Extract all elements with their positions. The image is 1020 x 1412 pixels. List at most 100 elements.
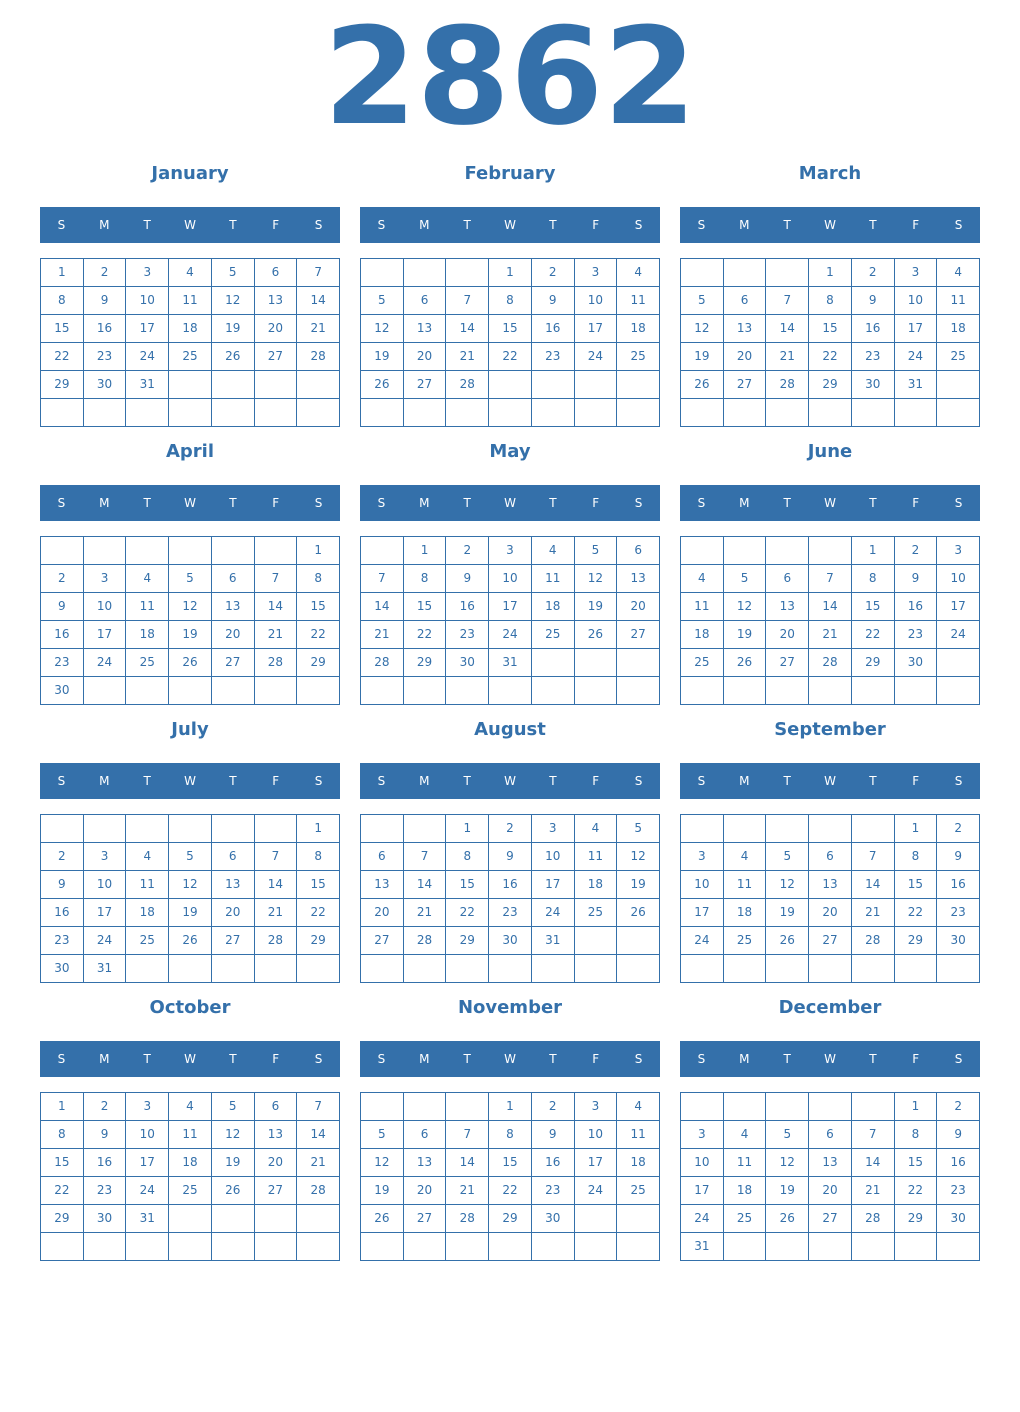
day-cell: 23: [41, 927, 84, 955]
day-cell: 17: [126, 1149, 170, 1177]
empty-cell: [681, 259, 724, 287]
empty-cell: [41, 399, 84, 427]
day-cell: 7: [766, 287, 810, 315]
day-cell: 12: [169, 871, 212, 899]
day-cell: 21: [809, 621, 852, 649]
day-cell: 7: [809, 565, 852, 593]
day-cell: 2: [531, 259, 575, 287]
day-cell: 23: [937, 899, 980, 927]
day-cell: 3: [83, 843, 127, 871]
day-cell: 4: [531, 537, 575, 565]
day-cell: 25: [681, 649, 724, 677]
day-cell: 11: [169, 287, 212, 315]
day-cell: 20: [211, 621, 255, 649]
day-cell: 18: [169, 315, 212, 343]
day-cell: 22: [894, 1177, 938, 1205]
weekday-label: S: [634, 1052, 643, 1066]
empty-cell: [126, 399, 170, 427]
day-cell: 24: [83, 649, 127, 677]
empty-cell: [361, 259, 404, 287]
weekday-label: F: [592, 496, 600, 510]
empty-cell: [211, 677, 255, 705]
empty-cell: [617, 955, 660, 983]
day-cell: 23: [851, 343, 895, 371]
day-cell: 16: [446, 593, 490, 621]
empty-cell: [297, 677, 340, 705]
day-cell: 27: [211, 649, 255, 677]
day-grid: 1 2 3 4 5 6 7 8 9 10 11 12 13 14 15 16 17 18 19 20 21 22 23 24 2…: [40, 258, 340, 427]
empty-cell: [403, 1233, 447, 1261]
day-cell: 12: [681, 315, 724, 343]
month-title: May: [489, 441, 531, 462]
day-cell: 4: [126, 565, 170, 593]
empty-cell: [361, 399, 404, 427]
day-grid: 1 2 3 4 5 6 7 8 9 10 11 12 13 14 15 16 17 18 19 20 21 22 23 24 2…: [40, 814, 340, 983]
weekday-label: T: [229, 496, 237, 510]
weekday-label: W: [184, 218, 196, 232]
weekday-label: F: [592, 1052, 600, 1066]
empty-cell: [574, 677, 618, 705]
day-cell: 28: [297, 1177, 340, 1205]
day-cell: 28: [851, 927, 895, 955]
day-cell: 27: [617, 621, 660, 649]
day-cell: 6: [723, 287, 767, 315]
day-cell: 23: [83, 1177, 127, 1205]
weekday-label: M: [99, 1052, 110, 1066]
day-cell: 11: [617, 1121, 660, 1149]
day-cell: 1: [489, 259, 532, 287]
day-cell: 5: [766, 843, 810, 871]
empty-cell: [809, 399, 852, 427]
day-cell: 16: [83, 1149, 127, 1177]
day-cell: 25: [723, 927, 767, 955]
empty-cell: [297, 371, 340, 399]
day-cell: 12: [361, 1149, 404, 1177]
empty-cell: [617, 927, 660, 955]
day-grid: 1 2 3 4 5 6 7 8 9 10 11 12 13 14 15 16 17 18 19 20 21 22 23 24 2…: [360, 1092, 660, 1261]
day-cell: 13: [809, 871, 852, 899]
empty-cell: [297, 1205, 340, 1233]
empty-cell: [809, 1233, 852, 1261]
day-cell: 26: [766, 927, 810, 955]
day-cell: 21: [254, 621, 298, 649]
empty-cell: [851, 1233, 895, 1261]
day-cell: 25: [126, 927, 170, 955]
weekday-label: T: [869, 496, 877, 510]
day-cell: 24: [489, 621, 532, 649]
empty-cell: [361, 537, 404, 565]
day-cell: 6: [403, 1121, 447, 1149]
day-cell: 11: [937, 287, 980, 315]
day-cell: 11: [126, 871, 170, 899]
day-cell: 8: [41, 1121, 84, 1149]
empty-cell: [574, 649, 618, 677]
month-title: September: [774, 719, 886, 740]
day-grid: 1 2 3 4 5 6 7 8 9 10 11 12 13 14 15 16 17 18 19 20 21 22 23 24 2…: [680, 1092, 980, 1261]
day-cell: 11: [723, 1149, 767, 1177]
empty-cell: [723, 399, 767, 427]
empty-cell: [723, 1233, 767, 1261]
day-cell: 1: [297, 815, 340, 843]
day-cell: 29: [809, 371, 852, 399]
day-cell: 10: [126, 1121, 170, 1149]
day-cell: 26: [723, 649, 767, 677]
day-cell: 22: [851, 621, 895, 649]
day-cell: 24: [531, 899, 575, 927]
day-cell: 12: [169, 593, 212, 621]
day-cell: 6: [211, 843, 255, 871]
day-cell: 6: [254, 1093, 298, 1121]
day-cell: 26: [211, 1177, 255, 1205]
day-cell: 6: [809, 843, 852, 871]
day-cell: 25: [617, 1177, 660, 1205]
day-cell: 12: [211, 287, 255, 315]
day-cell: 25: [723, 1205, 767, 1233]
day-cell: 13: [211, 871, 255, 899]
empty-cell: [41, 1233, 84, 1261]
day-cell: 19: [211, 1149, 255, 1177]
weekday-label: M: [419, 496, 430, 510]
day-cell: 18: [126, 899, 170, 927]
day-cell: 7: [446, 287, 490, 315]
empty-cell: [83, 677, 127, 705]
empty-cell: [446, 399, 490, 427]
day-cell: 31: [489, 649, 532, 677]
